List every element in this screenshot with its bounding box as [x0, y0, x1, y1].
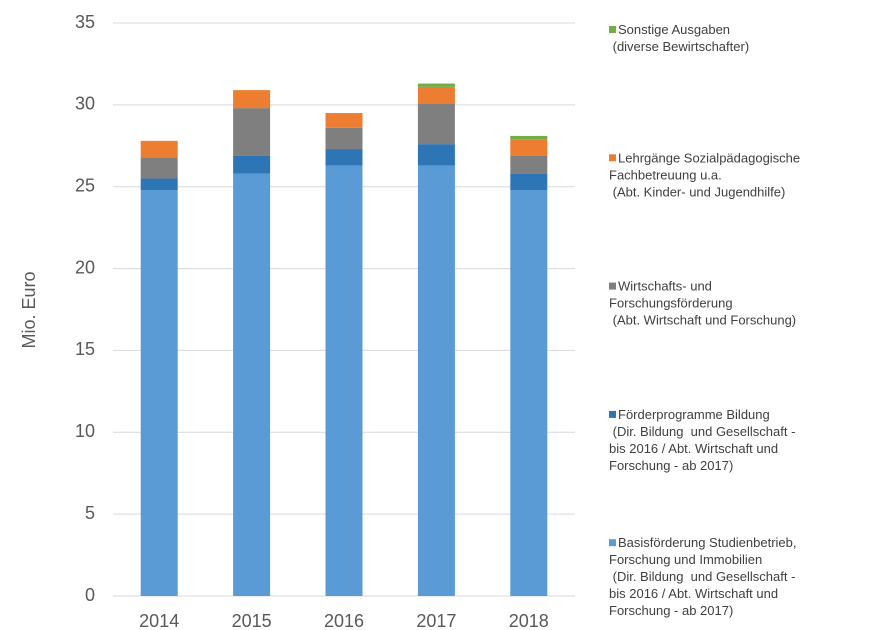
legend-swatch [609, 282, 616, 290]
y-tick-label: 10 [75, 421, 95, 441]
bar-segment [233, 90, 271, 109]
legend-label: Lehrgänge Sozialpädagogische Fachbetreuun… [609, 150, 800, 199]
x-tick-label: 2018 [509, 611, 549, 630]
y-tick-label: 30 [75, 94, 95, 114]
y-tick-label: 20 [75, 257, 95, 277]
bar-segment [140, 178, 178, 190]
bar-segment [510, 135, 548, 140]
bar-segment [140, 157, 178, 179]
bar-segment [325, 127, 363, 150]
bar-segment [417, 86, 455, 104]
bar-segment [233, 108, 271, 156]
x-tick-label: 2017 [416, 611, 456, 630]
bar-segment [325, 149, 363, 166]
y-tick-label: 25 [75, 175, 95, 195]
x-tick-label: 2015 [232, 611, 272, 630]
bar-segment [417, 144, 455, 166]
bar-segment [510, 139, 548, 156]
bar-segment [140, 140, 178, 158]
x-tick-label: 2016 [324, 611, 364, 630]
legend-label: Sonstige Ausgaben (diverse Bewirtschafte… [609, 22, 749, 54]
y-tick-label: 0 [85, 585, 95, 605]
bar-segment [140, 189, 178, 596]
legend-swatch [609, 26, 616, 33]
y-tick-label: 35 [75, 12, 95, 32]
legend-swatch [609, 154, 616, 162]
legend-label: Wirtschafts- und Forschungsförderung (Abt… [609, 279, 796, 328]
bar-segment [233, 173, 271, 597]
bar-segment [417, 165, 455, 596]
bar-segment [417, 103, 455, 145]
bar-segment [510, 189, 548, 596]
bar-segment [325, 165, 363, 596]
y-axis-label: Mio. Euro [19, 271, 39, 348]
legend-label: Förderprogramme Bildung (Dir. Bildung un… [609, 407, 795, 473]
bar-segment [417, 83, 455, 87]
bar-segment [233, 155, 271, 174]
legend-swatch [609, 410, 616, 418]
y-tick-label: 15 [75, 339, 95, 359]
bar-segment [510, 173, 548, 190]
legend-swatch [609, 539, 616, 547]
x-tick-label: 2014 [139, 611, 179, 630]
bar-segment [510, 155, 548, 174]
legend-label: Basisförderung Studienbetrieb, Forschung … [609, 535, 797, 618]
y-tick-label: 5 [85, 503, 95, 523]
bar-segment [325, 113, 363, 128]
